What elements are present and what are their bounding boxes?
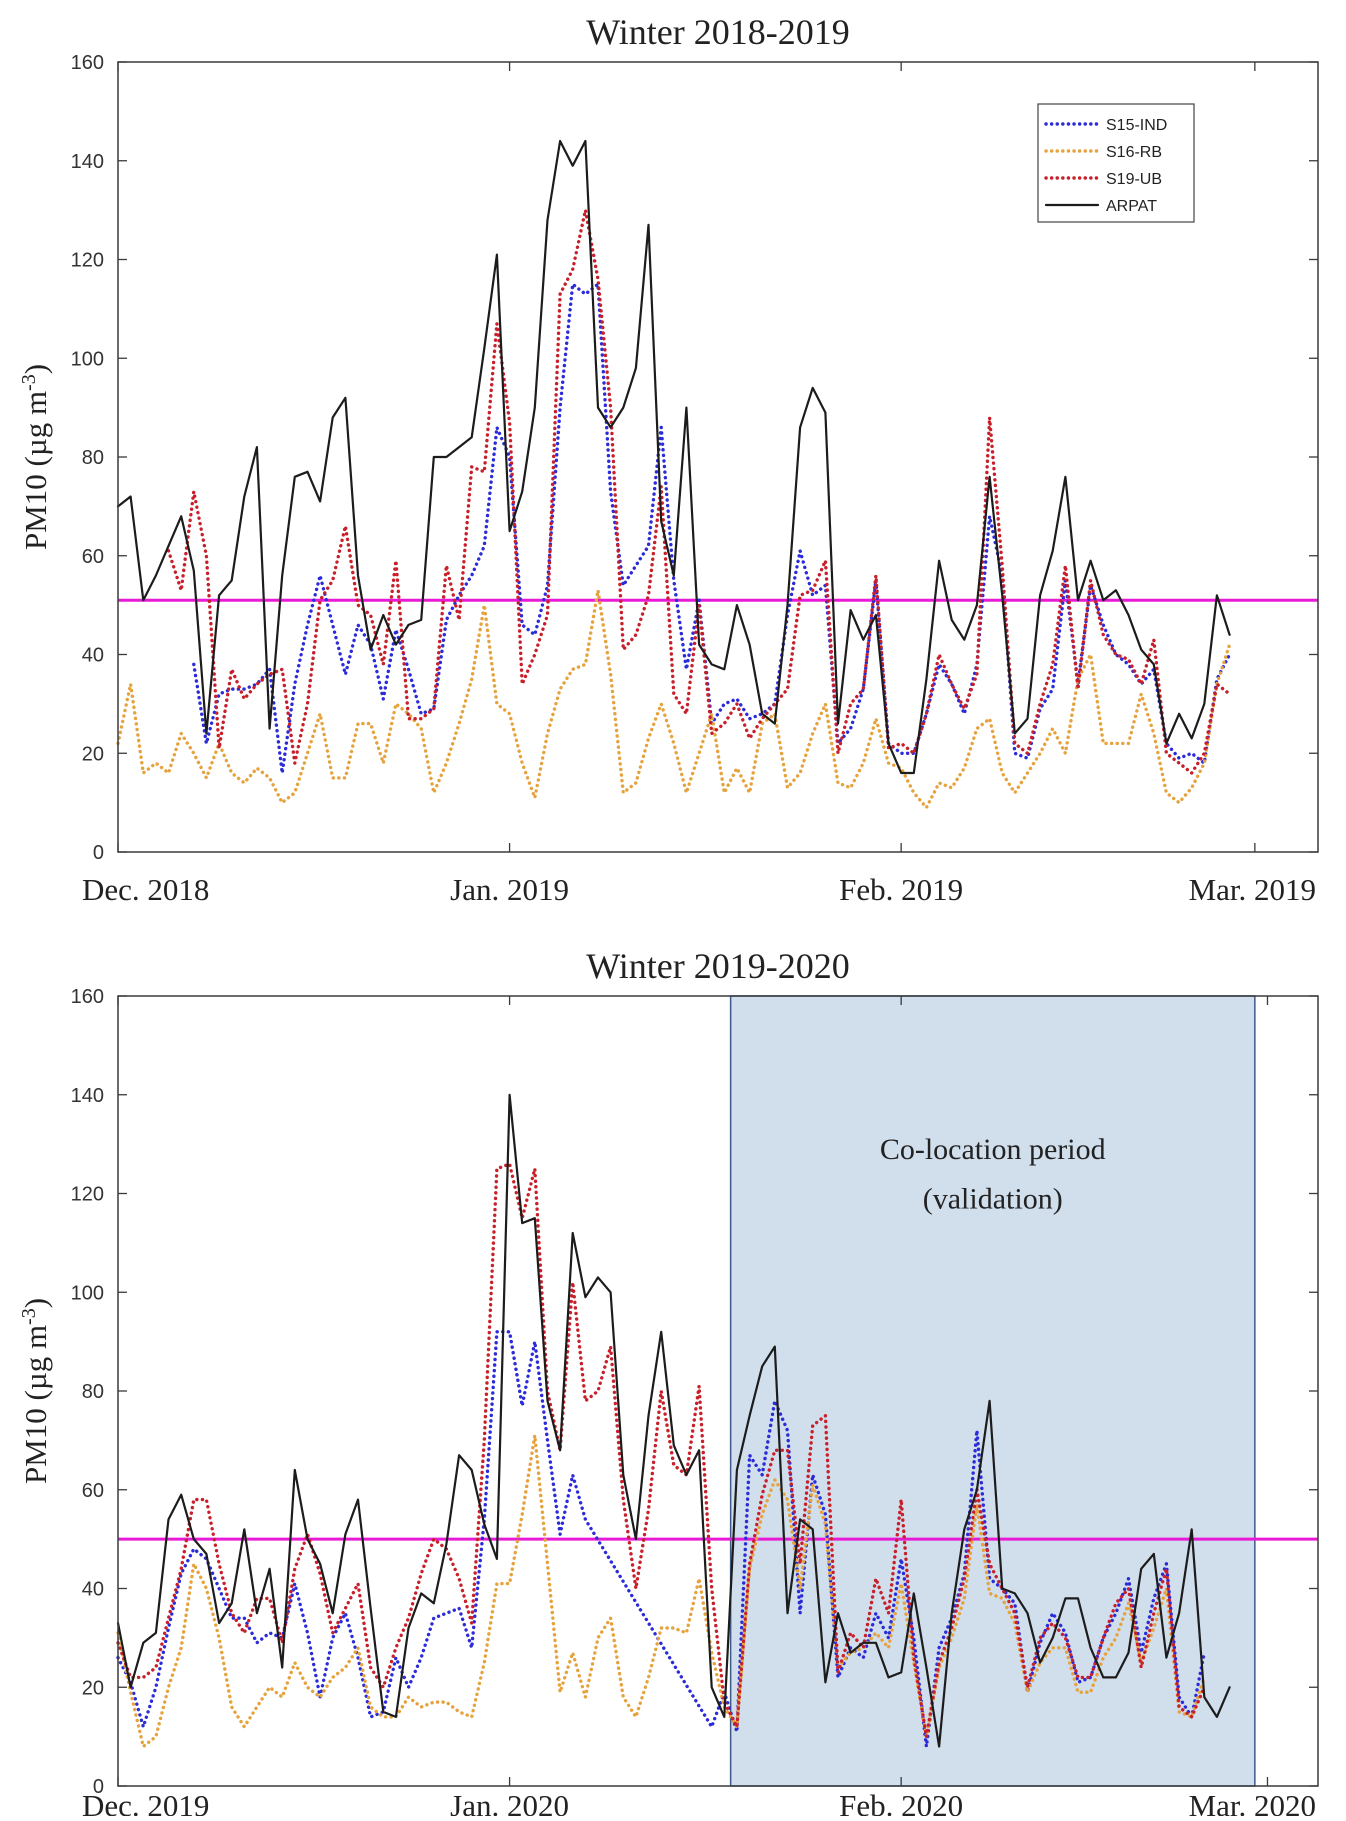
legend-label-arpat: ARPAT — [1106, 198, 1157, 215]
y-tick-label: 0 — [93, 1776, 104, 1798]
y-axis-label-main: PM10 (µg m — [18, 1325, 53, 1484]
x-tick-label: Feb. 2019 — [839, 872, 963, 907]
y-tick-label: 40 — [82, 645, 104, 667]
panel-winter-2019-2020: Winter 2019-2020 0 20 40 60 80 100 120 140 160 De… — [18, 946, 1319, 1821]
y-axis-label-sup: -3 — [18, 374, 40, 391]
y-tick-label: 140 — [71, 1085, 104, 1107]
y-tick-label: 0 — [93, 842, 104, 864]
y-tick-label: 100 — [71, 348, 104, 370]
y-axis-label: PM10 (µg m-3) — [18, 1298, 53, 1484]
series-line-s19-ub — [116, 1162, 1206, 1739]
series-line-s15-ind — [116, 1330, 1206, 1749]
y-tick-label: 80 — [82, 447, 104, 469]
shaded-region-label-line2: (validation) — [923, 1182, 1063, 1215]
y-tick-label: 20 — [82, 743, 104, 765]
chart-title: Winter 2018-2019 — [586, 12, 850, 52]
x-tick-label: Jan. 2019 — [450, 872, 569, 907]
y-tick-label: 60 — [82, 1480, 104, 1502]
y-tick-label: 160 — [71, 986, 104, 1008]
y-tick-label: 160 — [71, 52, 104, 74]
series-line-arpat — [116, 1093, 1231, 1748]
series-line-s16-rb — [116, 588, 1232, 810]
chart-title: Winter 2019-2020 — [586, 946, 850, 986]
x-tick-label: Dec. 2018 — [82, 872, 209, 907]
series-line-s19-ub — [166, 208, 1232, 775]
shaded-region-label-line1: Co-location period — [880, 1133, 1106, 1166]
y-axis-label: PM10 (µg m-3) — [18, 364, 53, 550]
y-tick-label: 80 — [82, 1381, 104, 1403]
y-tick-label: 100 — [71, 1282, 104, 1304]
series-line-arpat — [116, 139, 1231, 775]
y-tick-label: 40 — [82, 1579, 104, 1601]
y-tick-label: 120 — [71, 250, 104, 272]
x-tick-label: Mar. 2019 — [1189, 872, 1316, 907]
x-tick-label: Dec. 2019 — [82, 1788, 209, 1816]
panel-winter-2018-2019: Winter 2018-2019 0 20 40 60 80 100 120 140 160 De… — [18, 12, 1319, 907]
y-tick-label: 20 — [82, 1677, 104, 1699]
x-tick-label: Feb. 2020 — [839, 1788, 963, 1816]
y-axis-label-main: PM10 (µg m — [18, 391, 53, 550]
x-tick-label: Jan. 2020 — [450, 1788, 569, 1816]
legend-label-s19-ub: S19-UB — [1106, 171, 1162, 188]
y-axis-label-end: ) — [18, 364, 53, 374]
legend-label-s16-rb: S16-RB — [1106, 144, 1162, 161]
legend-box — [1037, 103, 1195, 223]
legend-label-s15-ind: S15-IND — [1106, 117, 1167, 134]
y-tick-label: 140 — [71, 151, 104, 173]
y-tick-label: 120 — [71, 1184, 104, 1206]
x-tick-label: Mar. 2020 — [1189, 1788, 1316, 1816]
y-axis-label-sup: -3 — [18, 1308, 40, 1325]
y-tick-label: 60 — [82, 546, 104, 568]
series-line-s16-rb — [116, 1433, 1206, 1749]
y-axis-label-end: ) — [18, 1298, 53, 1308]
